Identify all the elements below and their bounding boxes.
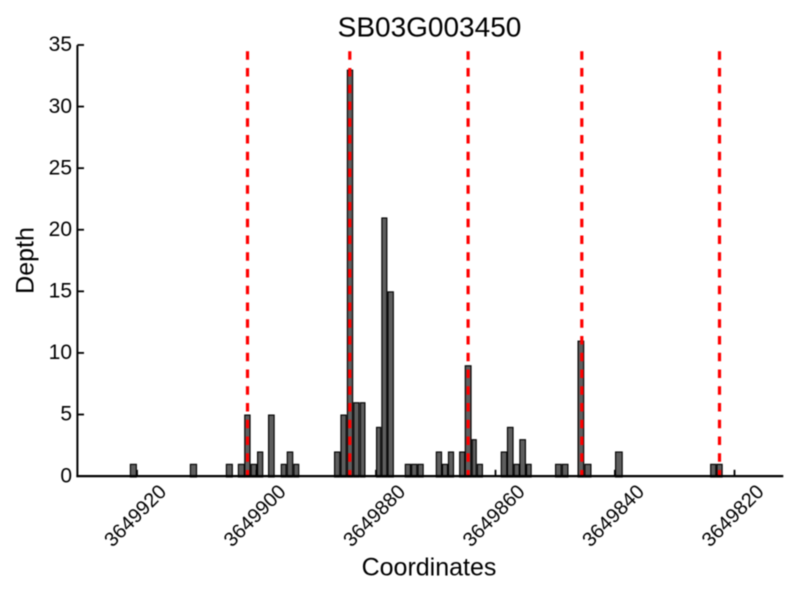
svg-text:20: 20: [49, 218, 72, 241]
svg-text:SB03G003450: SB03G003450: [338, 12, 522, 43]
svg-text:30: 30: [49, 95, 72, 118]
svg-text:10: 10: [49, 341, 72, 364]
svg-text:Depth: Depth: [12, 227, 40, 294]
svg-text:Coordinates: Coordinates: [362, 554, 497, 582]
svg-text:15: 15: [49, 280, 72, 303]
svg-text:5: 5: [60, 403, 72, 426]
svg-text:25: 25: [49, 156, 72, 179]
svg-text:0: 0: [60, 464, 72, 487]
svg-text:35: 35: [49, 33, 72, 56]
